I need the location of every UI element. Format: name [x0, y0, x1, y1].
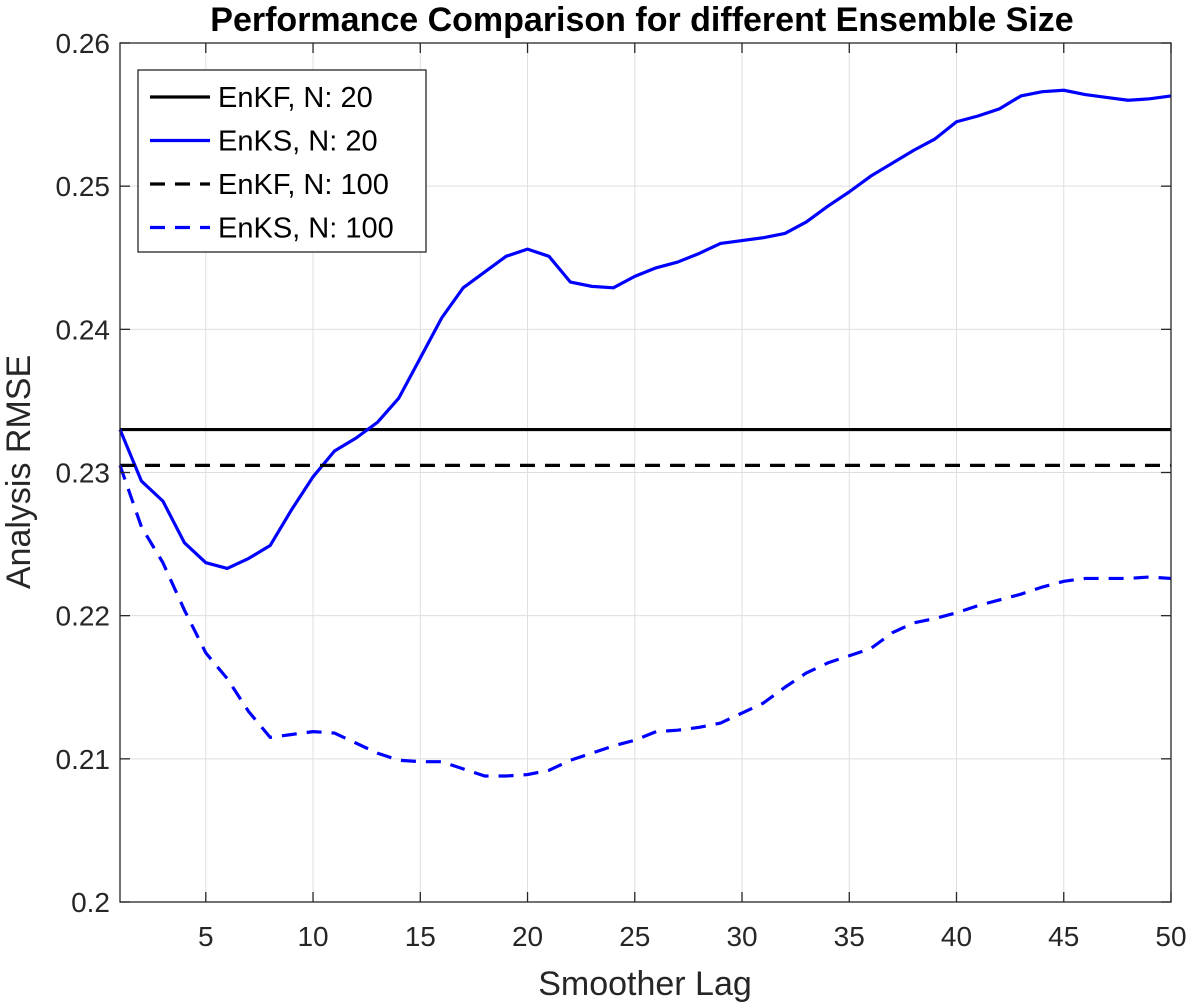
legend-label: EnKF, N: 20: [218, 82, 373, 114]
legend-label: EnKS, N: 20: [218, 126, 378, 158]
legend-label: EnKS, N: 100: [218, 213, 394, 245]
legend-box: [137, 69, 427, 253]
y-tick-label: 0.23: [56, 458, 111, 489]
y-tick-label: 0.25: [56, 171, 111, 202]
x-tick-label: 25: [619, 921, 650, 952]
x-tick-label: 30: [726, 921, 757, 952]
y-tick-label: 0.26: [56, 28, 111, 59]
legend-label: EnKF, N: 100: [218, 169, 389, 201]
x-tick-label: 45: [1048, 921, 1079, 952]
series-line-2: [118, 88, 1172, 571]
x-tick-label: 10: [297, 921, 328, 952]
x-tick-label: 35: [834, 921, 865, 952]
series-line-4: [118, 464, 1172, 778]
legend: EnKF, N: 20 EnKS, N: 20 EnKF, N: 100 EnKS, …: [137, 69, 427, 253]
x-tick-label: 40: [941, 921, 972, 952]
x-tick-label: 50: [1155, 921, 1186, 952]
x-tick-label: 5: [198, 921, 214, 952]
x-tick-label: 20: [512, 921, 543, 952]
x-axis-label: Smoother Lag: [538, 965, 752, 1003]
y-tick-label: 0.2: [71, 887, 110, 918]
x-tick-label: 15: [405, 921, 436, 952]
y-tick-label: 0.24: [56, 314, 111, 345]
series-layer: [118, 88, 1172, 778]
y-tick-label: 0.21: [56, 744, 111, 775]
axis-ticks: 5 10 15 20 25 30 35 40 45 50 0.2 0.21 0.22 0.23 0.24 0.…: [56, 28, 1187, 952]
chart-title: Performance Comparison for different Ens…: [210, 1, 1073, 39]
y-tick-label: 0.22: [56, 601, 111, 632]
y-axis-label: Analysis RMSE: [0, 355, 38, 589]
